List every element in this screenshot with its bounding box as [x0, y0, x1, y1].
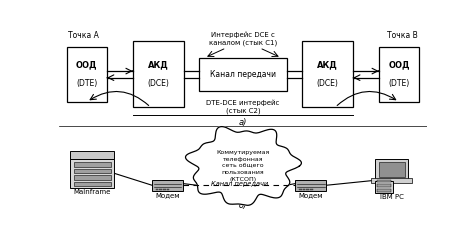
Text: Коммутируемая
телефонная
сеть общего
пользования
(КТСОП): Коммутируемая телефонная сеть общего пол…: [216, 150, 270, 182]
Bar: [302, 189, 305, 190]
Bar: [379, 47, 419, 102]
Bar: [301, 41, 353, 107]
Bar: [377, 189, 391, 192]
Text: б): б): [239, 201, 247, 210]
Bar: [306, 189, 309, 190]
Text: (DCE): (DCE): [147, 79, 169, 88]
Bar: [159, 189, 162, 190]
Bar: [74, 162, 110, 167]
Bar: [377, 180, 391, 183]
Bar: [295, 180, 327, 191]
Text: (DCE): (DCE): [317, 79, 338, 88]
Text: Точка А: Точка А: [68, 31, 100, 40]
Bar: [163, 189, 165, 190]
Bar: [70, 159, 114, 188]
Text: АКД: АКД: [317, 61, 338, 70]
Bar: [155, 189, 158, 190]
Text: Модем: Модем: [299, 192, 323, 198]
Text: Модем: Модем: [155, 192, 180, 198]
Bar: [74, 175, 110, 180]
Bar: [167, 189, 169, 190]
Bar: [199, 58, 287, 91]
Bar: [379, 162, 405, 177]
Bar: [299, 189, 301, 190]
Bar: [375, 159, 408, 179]
Bar: [66, 47, 107, 102]
Bar: [152, 180, 183, 191]
Text: Точка В: Точка В: [387, 31, 418, 40]
Text: DTE-DCE интерфейс
(стык С2): DTE-DCE интерфейс (стык С2): [206, 99, 280, 114]
Bar: [74, 169, 110, 173]
Bar: [70, 151, 114, 159]
Text: Канал передачи: Канал передачи: [210, 70, 276, 79]
Text: (DTE): (DTE): [388, 79, 410, 88]
Text: Mainframe: Mainframe: [73, 189, 111, 195]
Text: ООД: ООД: [388, 61, 410, 70]
Text: АКД: АКД: [148, 61, 169, 70]
Text: а): а): [239, 118, 247, 127]
Bar: [133, 41, 184, 107]
Bar: [377, 184, 391, 187]
Text: ООД: ООД: [76, 61, 98, 70]
Text: IBM PC: IBM PC: [380, 194, 404, 200]
Bar: [74, 182, 110, 186]
Text: (DTE): (DTE): [76, 79, 98, 88]
Polygon shape: [185, 127, 301, 205]
Text: Канал передачи: Канал передачи: [210, 181, 268, 187]
Bar: [372, 178, 412, 183]
Bar: [375, 181, 393, 193]
Text: Интерфейс DCE с
каналом (стык С1): Интерфейс DCE с каналом (стык С1): [209, 31, 277, 46]
Bar: [310, 189, 312, 190]
